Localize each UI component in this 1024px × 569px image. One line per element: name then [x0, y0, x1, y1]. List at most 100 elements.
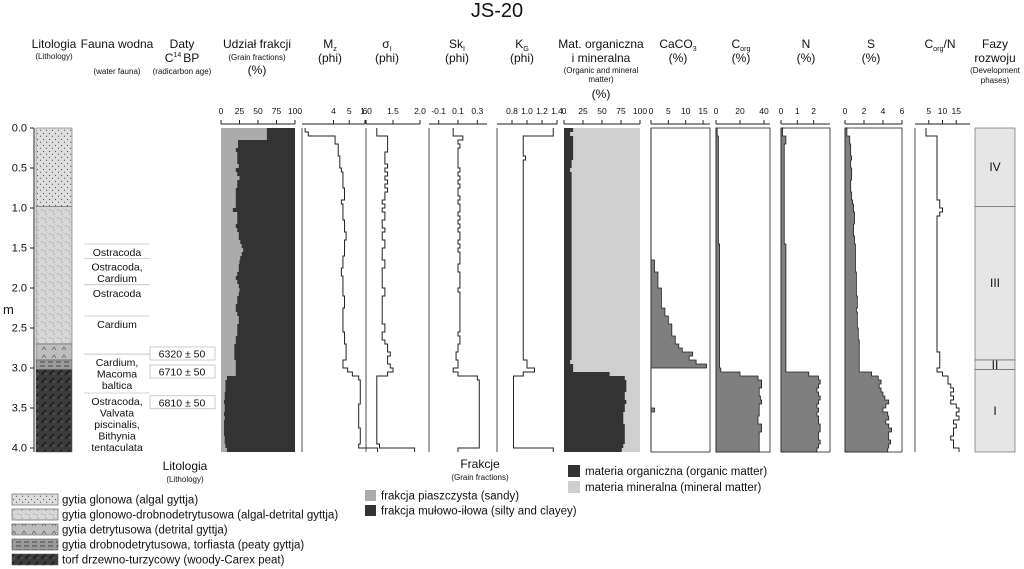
dates-c: C	[165, 51, 174, 65]
date-box	[149, 395, 216, 410]
corg-header-main: C	[731, 37, 740, 51]
caco3-header: CaCO3	[659, 37, 696, 53]
sigma-unit: (phi)	[375, 51, 399, 65]
sk-header: SkI	[449, 37, 465, 53]
fauna-label: Bithynia	[98, 431, 136, 443]
phase-label: II	[992, 358, 999, 372]
panel-tick-label: 5	[347, 106, 352, 116]
cn-header-sub: org	[933, 44, 943, 53]
panel-tick-label: 0	[649, 106, 654, 116]
sk-unit: (phi)	[445, 51, 469, 65]
fauna-header-line1: Fauna wodna	[81, 37, 154, 51]
panel-tick-label: 2	[862, 106, 867, 116]
fauna-label: tentaculata	[91, 442, 143, 454]
fauna-subheader: (water fauna)	[93, 67, 140, 76]
panel-tick-label: 10	[681, 106, 691, 116]
legend-swatch-peat	[11, 553, 59, 566]
lithology-unit-peaty	[35, 359, 73, 370]
lithology-unit-detrital	[35, 343, 73, 361]
legend-fraction-swatch	[365, 490, 376, 501]
fauna-label: Ostracoda,	[91, 261, 142, 273]
panel-tick-label: 25	[235, 106, 245, 116]
fauna-label: piscinalis,	[94, 419, 140, 431]
panel-series-area	[650, 128, 707, 452]
panel-tick-label: 1.0	[521, 106, 533, 116]
lithology-bottom-label-en: (Lithology)	[166, 475, 204, 484]
litologia-bottom-label: Litologia	[163, 459, 208, 473]
lithology-subheader: (Lithology)	[35, 52, 73, 61]
panel-tick-label: 5	[926, 106, 931, 116]
depth-tick-label: 2.5	[12, 323, 27, 335]
panel-tick-label: 75	[616, 106, 626, 116]
legend-text: frakcja piaszczysta (sandy)	[381, 491, 519, 503]
panel-tick-label: 1	[795, 106, 800, 116]
sigma-header-main: σ	[382, 37, 390, 51]
panel-om: 0 25 50 75 100	[562, 106, 647, 452]
depth-tick-label: 2.0	[12, 283, 27, 295]
legends: Litologia (Lithology) Frakcje (Grain fracti…	[11, 457, 767, 567]
sigma-header: σI	[382, 37, 391, 53]
phase-label: I	[993, 404, 996, 418]
fauna-label: Cardium	[97, 273, 137, 285]
fauna-label: Ostracoda,	[91, 396, 142, 408]
panel-tick-label: 0.8	[506, 106, 518, 116]
panel-tick-label: 1.5	[387, 106, 399, 116]
panel-series-area	[844, 127, 892, 453]
panel-tick-label: 0	[843, 106, 848, 116]
panel-tick-label: 50	[253, 106, 263, 116]
date-label: 6320 ± 50	[159, 349, 206, 361]
panel-tick-label: 0	[714, 106, 719, 116]
date-box	[149, 346, 216, 361]
dates-header-line2: C14 BP	[165, 51, 199, 65]
panel-tick-label: 0	[779, 106, 784, 116]
legend-text: frakcja mułowo-iłowa (silty and clayey)	[381, 506, 577, 518]
depth-axis-label: m	[3, 302, 14, 317]
panel-tick-label: 50	[597, 106, 607, 116]
depth-tick-label: 1.0	[12, 203, 27, 215]
legend-swatch-algal_detrital	[11, 508, 59, 521]
panel-series-line	[452, 128, 480, 452]
om-header-line2: i mineralna	[572, 51, 631, 65]
corg-header-sub: org	[740, 44, 750, 53]
panel-tick-label: 100	[288, 106, 302, 116]
panel-series-line	[304, 128, 379, 452]
date-label: 6810 ± 50	[159, 397, 206, 409]
depth-axis: 0.0 0.5 1.0 1.5 2.0 2.5 3.0 3.5 4.0 m	[3, 123, 35, 455]
panel-tick-label: 0.1	[452, 106, 464, 116]
s-unit: (%)	[862, 51, 881, 65]
legend-swatch-detrital	[11, 523, 59, 536]
kg-header-main: K	[515, 37, 523, 51]
fractions-bottom-label-en: (Grain fractions)	[451, 473, 509, 482]
panel-tick-label: 0	[219, 106, 224, 116]
panel-tick-label: 0	[562, 106, 567, 116]
kg-header-sub: G	[523, 44, 529, 53]
panel-tick-label: 15	[698, 106, 708, 116]
legend-swatch-peaty	[11, 538, 59, 551]
sk-header-main: Sk	[449, 37, 464, 51]
panel-tick-label: 5	[666, 106, 671, 116]
fauna-column: OstracodaOstracoda,CardiumOstracodaCardi…	[84, 243, 150, 454]
date-label: 6710 ± 50	[159, 367, 206, 379]
om-unit: (%)	[592, 87, 611, 101]
fauna-label: baltica	[102, 380, 133, 392]
fractions-bottom-label: Frakcje	[460, 457, 500, 471]
panel-tick-label: 2	[811, 106, 816, 116]
phase-label: III	[990, 276, 1000, 290]
mz-unit: (phi)	[318, 51, 342, 65]
fauna-label: Macoma	[97, 369, 137, 381]
depth-tick-label: 4.0	[12, 443, 27, 455]
panel-tick-label: 6	[900, 106, 905, 116]
phase-label: IV	[989, 160, 1000, 174]
panel-tick-label: 10	[938, 106, 948, 116]
panel-series-line	[513, 128, 554, 452]
panel-tick-label: 20	[735, 106, 745, 116]
panel-tick-label: 25	[578, 106, 588, 116]
phase-band	[974, 369, 1016, 453]
depth-tick-label: 0.5	[12, 163, 27, 175]
panel-cn: 5 10 15	[914, 106, 970, 452]
legend-matter-swatch	[568, 465, 580, 477]
mz-header-sub: z	[333, 44, 337, 53]
dates-bp: BP	[183, 51, 199, 65]
panel-tick-label: 100	[633, 106, 647, 116]
grain-subheader: (Grain fractions)	[228, 53, 286, 62]
